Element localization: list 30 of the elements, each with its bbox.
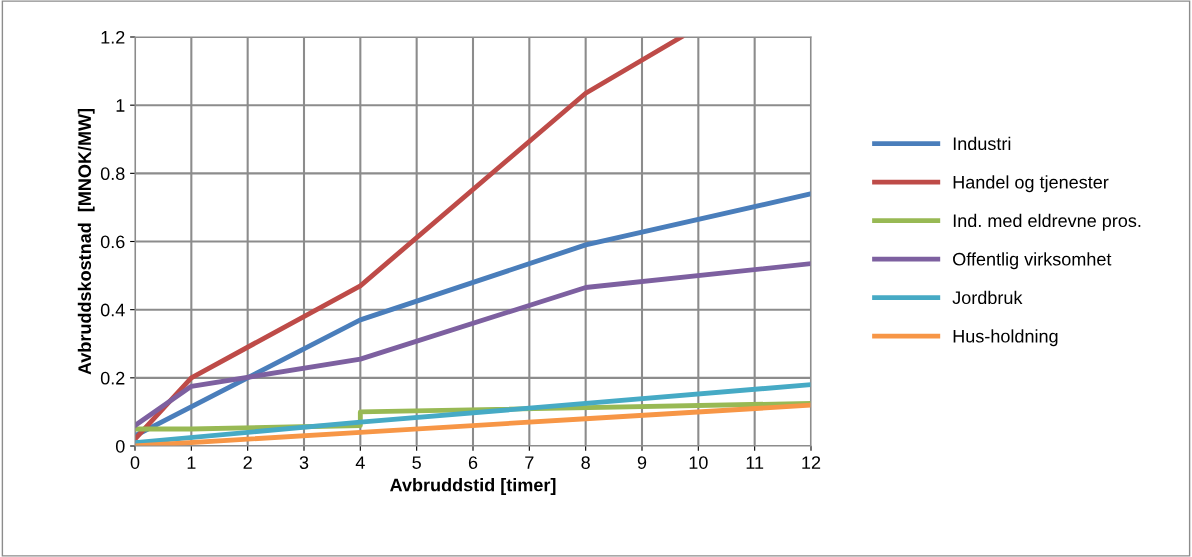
- x-tick-label: 7: [525, 456, 534, 469]
- y-tick-label: 1: [116, 99, 125, 112]
- x-tick-label: 2: [243, 456, 252, 469]
- x-tick-label: 1: [187, 456, 196, 469]
- y-tick-label: 0: [115, 439, 125, 453]
- y-tick-label: 0.2: [100, 371, 125, 385]
- legend-label: Hus-holdning: [953, 329, 1058, 347]
- line-series: [135, 37, 684, 442]
- x-tick-label: 9: [637, 456, 647, 469]
- legend-label: Ind. med eldrevne pros.: [953, 213, 1141, 231]
- legend-label: Offentlig virksomhet: [953, 252, 1112, 270]
- x-tick-label: 3: [299, 456, 309, 469]
- y-tick-label: 0.6: [100, 235, 125, 249]
- x-tick-label: 12: [802, 456, 821, 469]
- x-axis-title: Avbruddstid [timer]: [390, 478, 556, 495]
- x-tick-label: 0: [130, 456, 140, 469]
- legend-label: Handel og tjenester: [953, 175, 1109, 193]
- y-tick-label: 0.4: [100, 303, 125, 317]
- y-axis-title: Avbruddskostnad [MNOK/MW]: [77, 108, 95, 375]
- line-series: [135, 261, 811, 428]
- x-tick-label: 6: [468, 456, 478, 469]
- x-tick-label: 4: [355, 456, 365, 469]
- x-tick-label: 11: [746, 456, 764, 469]
- legend-label: Industri: [953, 136, 1011, 151]
- legend-label: Jordbruk: [952, 290, 1023, 305]
- y-tick-label: 0.8: [100, 167, 125, 181]
- x-tick-label: 8: [581, 456, 590, 469]
- x-tick-label: 10: [689, 456, 708, 469]
- y-tick-label: 1.2: [101, 30, 125, 44]
- x-tick-label: 5: [412, 456, 421, 469]
